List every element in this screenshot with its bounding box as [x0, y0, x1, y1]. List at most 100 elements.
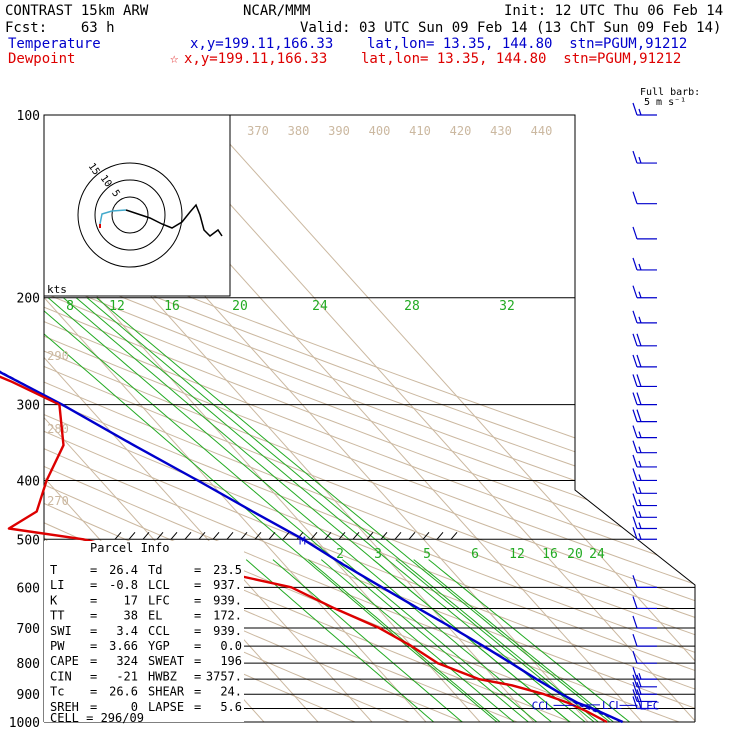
wind-barb-flag [638, 263, 642, 271]
mixing-ratio-tick-label: 20 [567, 547, 583, 562]
pressure-tick-label: 1000 [9, 716, 40, 731]
wind-barb-flag [636, 409, 642, 422]
wind-barb-flag [638, 522, 642, 529]
parcel-info-key: LI [50, 578, 64, 592]
pressure-tick-label: 900 [17, 688, 40, 703]
wind-barb-flag [638, 108, 642, 116]
header: CONTRAST 15km ARW NCAR/MMM Init: 12 UTC … [5, 3, 723, 67]
parcel-info-key: HWBZ [148, 669, 177, 683]
parcel-info-key: PW [50, 639, 65, 653]
mixing-ratio-tick-label: 5 [423, 547, 431, 562]
marker-label: M [299, 534, 306, 547]
mixing-ratio-tick-label: 24 [312, 299, 328, 314]
parcel-info-key: CIN [50, 669, 72, 683]
theta-tick-label: 440 [531, 124, 553, 138]
dry-adiabat-line [44, 115, 695, 722]
parcel-info-value: 3.66 [109, 639, 138, 653]
freezing-hatch [254, 531, 262, 540]
hodograph-ring-15 [77, 162, 183, 268]
wind-barb-flag [632, 674, 638, 687]
plot-border [44, 114, 696, 722]
temperature-label: Temperature [8, 36, 101, 52]
mixing-ratio-line [44, 297, 513, 722]
parcel-info-key: EL [148, 609, 162, 623]
parcel-info-value: 0.0 [220, 639, 242, 653]
wind-barb-flag [636, 682, 642, 695]
wind-barb-flag [638, 460, 642, 468]
parcel-info-value: 939. [213, 593, 242, 607]
parcel-info-key: LAPSE [148, 700, 184, 714]
wind-barb-flag [638, 672, 642, 680]
hodograph-trace-upper [125, 203, 223, 237]
pressure-tick-label: 200 [17, 292, 40, 307]
temperature-location: x,y=199.11,166.33 lat,lon= 13.35, 144.80… [190, 36, 687, 52]
wind-barb-flag [632, 666, 638, 680]
wind-barb-flag [638, 499, 642, 506]
parcel-info-equals: = [194, 654, 201, 668]
wind-barb-flag [638, 156, 642, 164]
wind-barb-flag [638, 316, 642, 324]
parcel-info-equals: = [90, 654, 97, 668]
mixing-ratio-tick-label: 2 [336, 547, 344, 562]
barb-legend-line1: Full barb: [640, 87, 700, 98]
mixing-ratio-tick-label: 6 [471, 547, 479, 562]
parcel-info-equals: = [90, 685, 97, 699]
dry-adiabat-line [44, 115, 660, 722]
parcel-info-value: 26.4 [109, 563, 138, 577]
parcel-info-equals: = [194, 700, 201, 714]
freezing-hatch [198, 531, 206, 540]
pressure-tick-label: 700 [17, 622, 40, 637]
parcel-info-value: 937. [213, 578, 242, 592]
wind-barb-flag [632, 575, 638, 588]
wind-barb-flag [638, 291, 642, 298]
mixing-ratio-tick-label: 20 [232, 299, 248, 314]
parcel-info-key: SWEAT [148, 654, 184, 668]
freezing-hatch [450, 531, 458, 540]
theta-tick-label: 430 [490, 124, 512, 138]
theta-tick-label: 410 [409, 124, 431, 138]
pressure-tick-label: 500 [17, 533, 40, 548]
theta-tick-label: 370 [247, 124, 269, 138]
freezing-hatch [226, 531, 234, 540]
pressure-tick-label: 600 [17, 581, 40, 596]
mixing-ratio-tick-label: 12 [109, 299, 125, 314]
wind-barb-flag [638, 533, 642, 540]
freezing-hatch [422, 531, 430, 540]
wind-barb-flag [636, 674, 642, 687]
parcel-info-cell: CELL = 296/09 [50, 711, 144, 725]
model-title: CONTRAST 15km ARW [5, 3, 149, 19]
parcel-info-value: -21 [116, 669, 138, 683]
marker-label: LCL [602, 699, 622, 712]
theta-tick-label: 420 [450, 124, 472, 138]
dry-adiabat-line [44, 115, 695, 722]
hodograph-trace-lower [99, 209, 127, 225]
parcel-info-equals: = [194, 685, 201, 699]
freezing-hatch [310, 531, 318, 540]
mixing-ratio-line [320, 559, 530, 722]
parcel-info-key: LCL [148, 578, 170, 592]
hodograph-units: kts [47, 283, 67, 296]
mixing-ratio-tick-label: 28 [404, 299, 420, 314]
parcel-info-background [44, 541, 244, 722]
parcel-info-value: 324 [116, 654, 138, 668]
barb-legend: Full barb: 5 m s⁻¹ [640, 87, 700, 108]
parcel-info-equals: = [194, 563, 201, 577]
parcel-info-equals: = [90, 578, 97, 592]
wind-barb-flag [632, 596, 638, 609]
mixing-ratio-line [44, 297, 545, 722]
dry-adiabat-line [44, 115, 695, 722]
freezing-hatch [240, 531, 248, 540]
wind-barb-flag [636, 374, 642, 387]
freezing-hatch [268, 531, 276, 540]
wind-barb-flag [632, 102, 638, 116]
wind-barb-flag [632, 689, 638, 702]
center-title: NCAR/MMM [243, 3, 310, 19]
parcel-info-value: 3757. [206, 669, 242, 683]
parcel-info-key: LFC [148, 593, 170, 607]
parcel-info-equals: = [194, 578, 201, 592]
parcel-info-value: 939. [213, 624, 242, 638]
wind-barb-flag [638, 431, 642, 438]
freezing-hatch [338, 531, 346, 540]
wind-barb-flag [638, 446, 642, 453]
parcel-info-value: 0 [131, 700, 138, 714]
